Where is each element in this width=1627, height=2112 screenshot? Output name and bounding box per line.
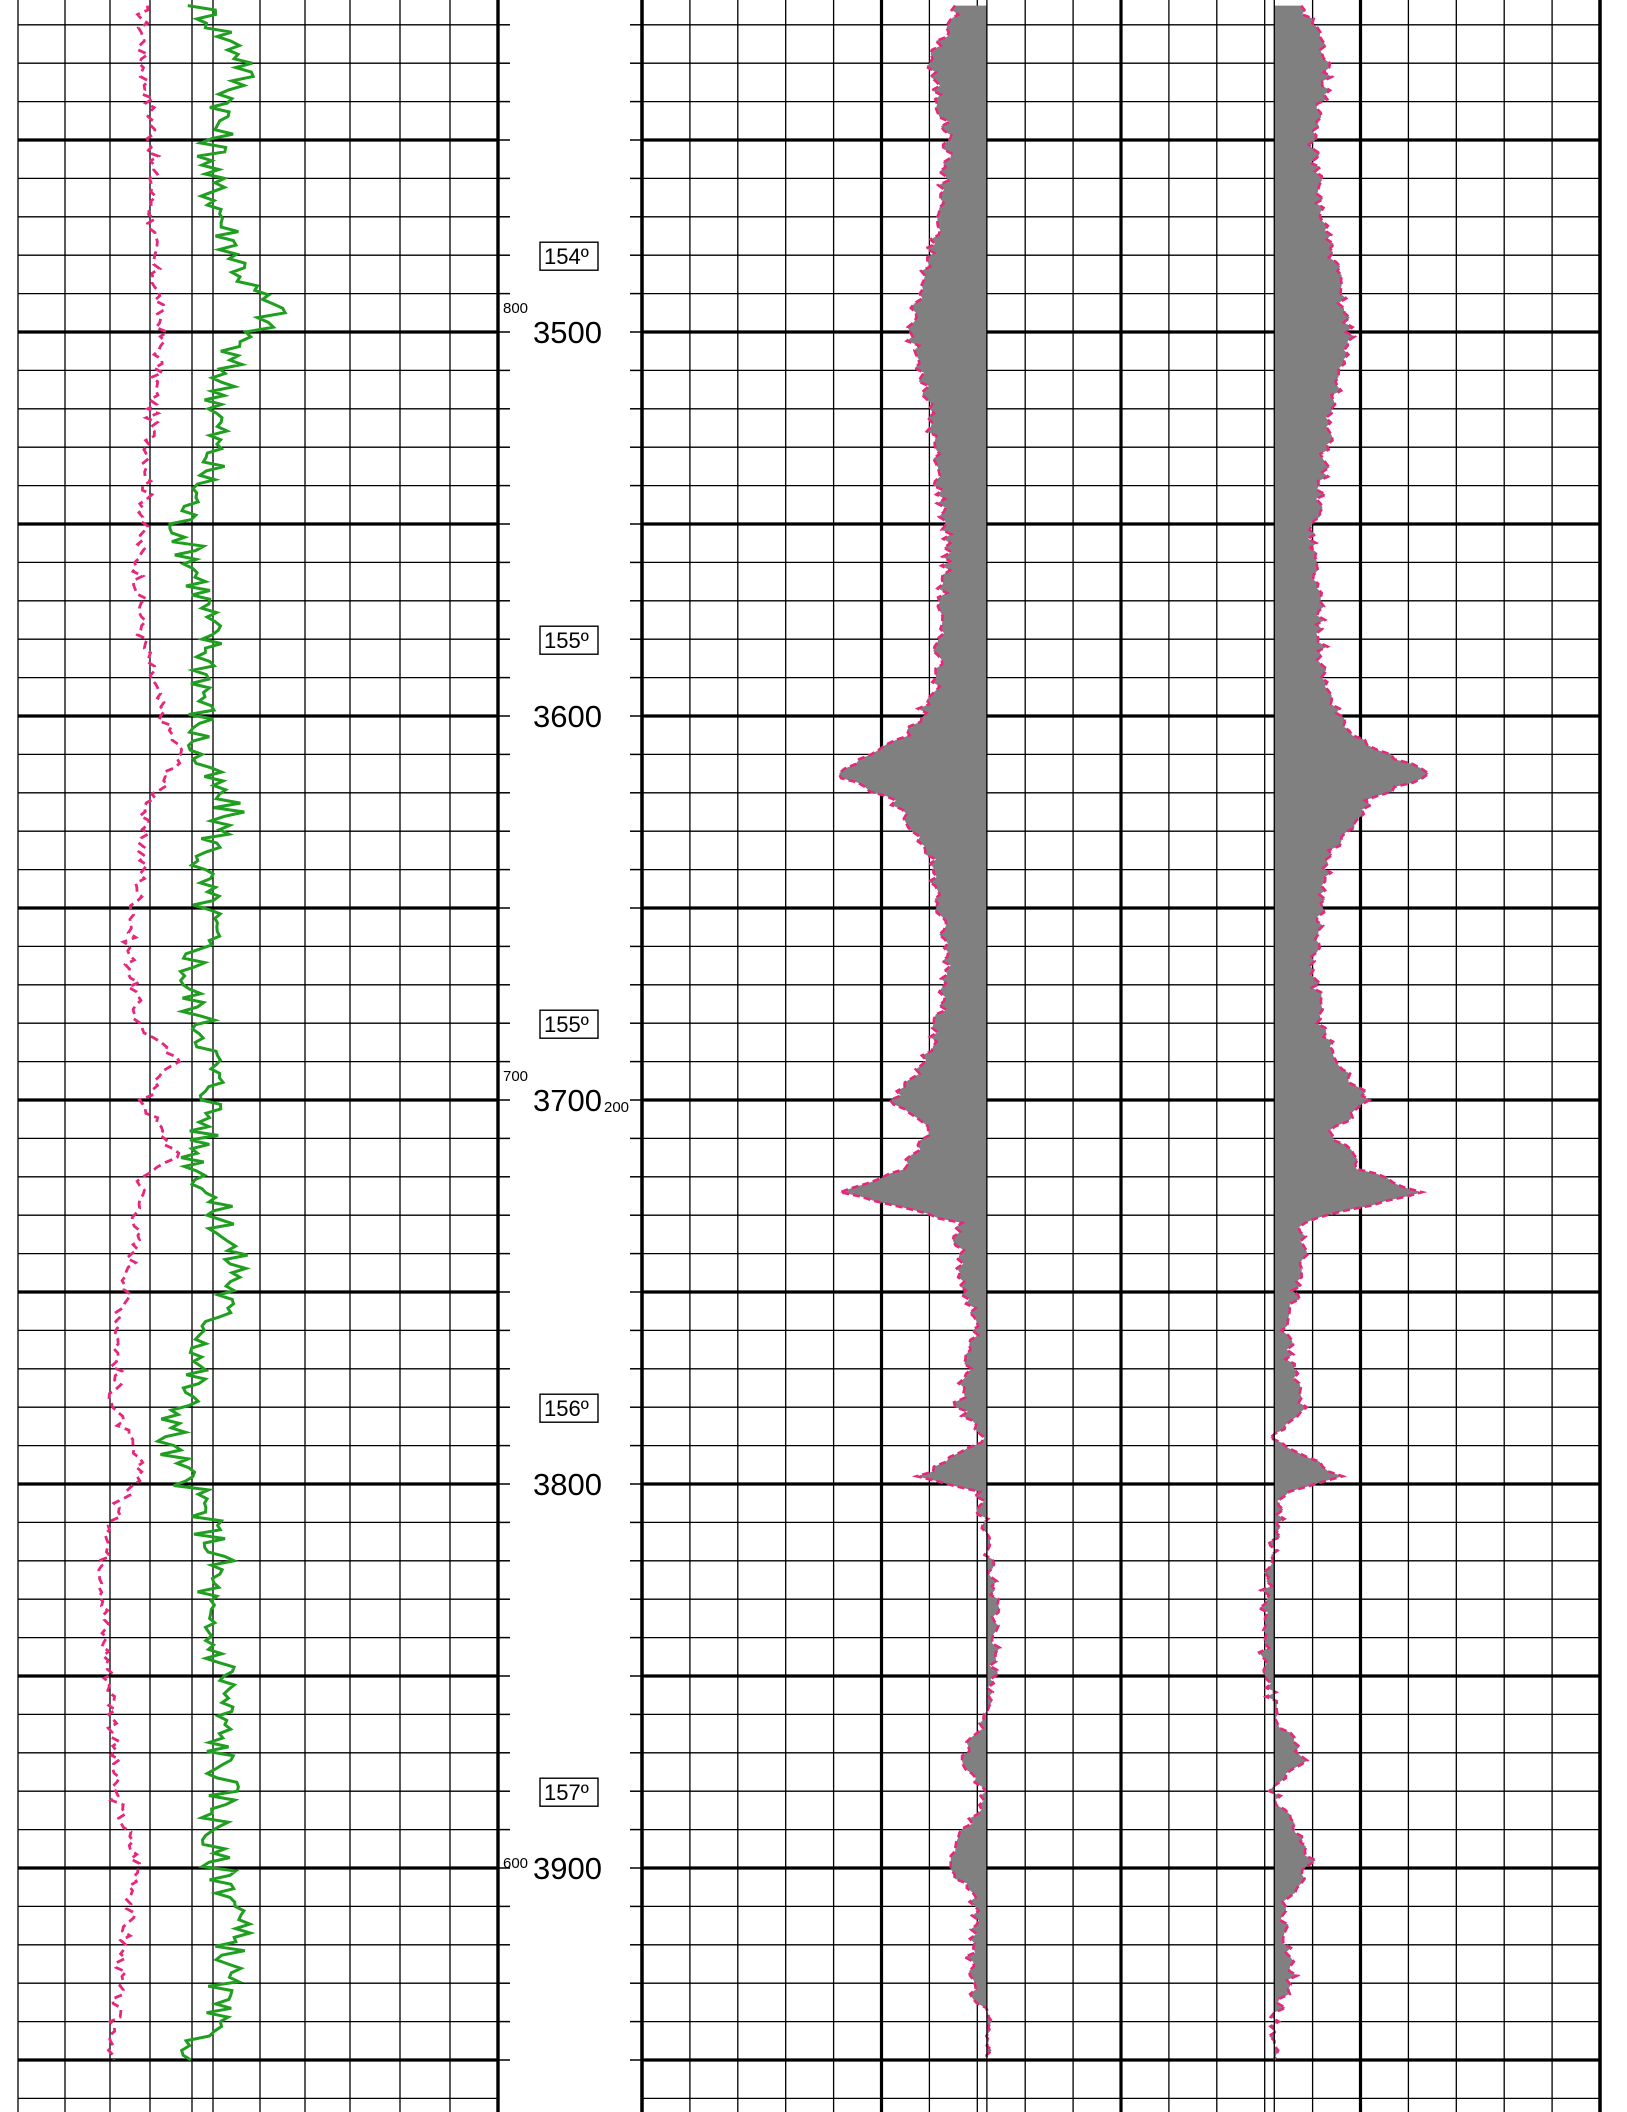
depth-labels: 3500 3600 3700 3800 3900 (533, 315, 602, 1886)
temperature-label: 157º (544, 1780, 589, 1805)
log-curves (96, 0, 1431, 2112)
curve-fills (839, 5, 1429, 2060)
scale-label: 600 (503, 1855, 528, 1872)
series-fill (839, 5, 1001, 2060)
temperature-box (539, 625, 599, 655)
series-line-solid (153, 4, 288, 2062)
depth-label: 3700 (533, 1083, 602, 1118)
depth-label: 3600 (533, 699, 602, 734)
temperature-markers: 154º 155º 155º 156º 157º (539, 241, 599, 1807)
temperature-label: 155º (544, 1012, 589, 1037)
temperature-box (539, 1777, 599, 1807)
depth-label: 3500 (533, 315, 602, 350)
track-borders (496, 0, 1602, 2112)
temperature-box (539, 1009, 599, 1039)
depth-ticks (498, 24, 642, 2061)
scale-label: 800 (503, 300, 528, 317)
series-line (1256, 4, 1431, 2061)
series-line-dashed (96, 5, 184, 2061)
temperature-label: 154º (544, 244, 589, 269)
scale-annotations: 800 700 600 200 (503, 300, 629, 1872)
right-track-grid (640, 0, 1602, 2112)
scale-label: 700 (503, 1068, 528, 1085)
temperature-label: 155º (544, 628, 589, 653)
temperature-label: 156º (544, 1396, 589, 1421)
left-track-grid (17, 0, 499, 2112)
series-fill (1259, 5, 1429, 2060)
temperature-box (539, 241, 599, 271)
depth-label: 3800 (533, 1467, 602, 1502)
temperature-box (539, 1393, 599, 1423)
scale-label: 200 (604, 1099, 629, 1116)
depth-label: 3900 (533, 1851, 602, 1886)
